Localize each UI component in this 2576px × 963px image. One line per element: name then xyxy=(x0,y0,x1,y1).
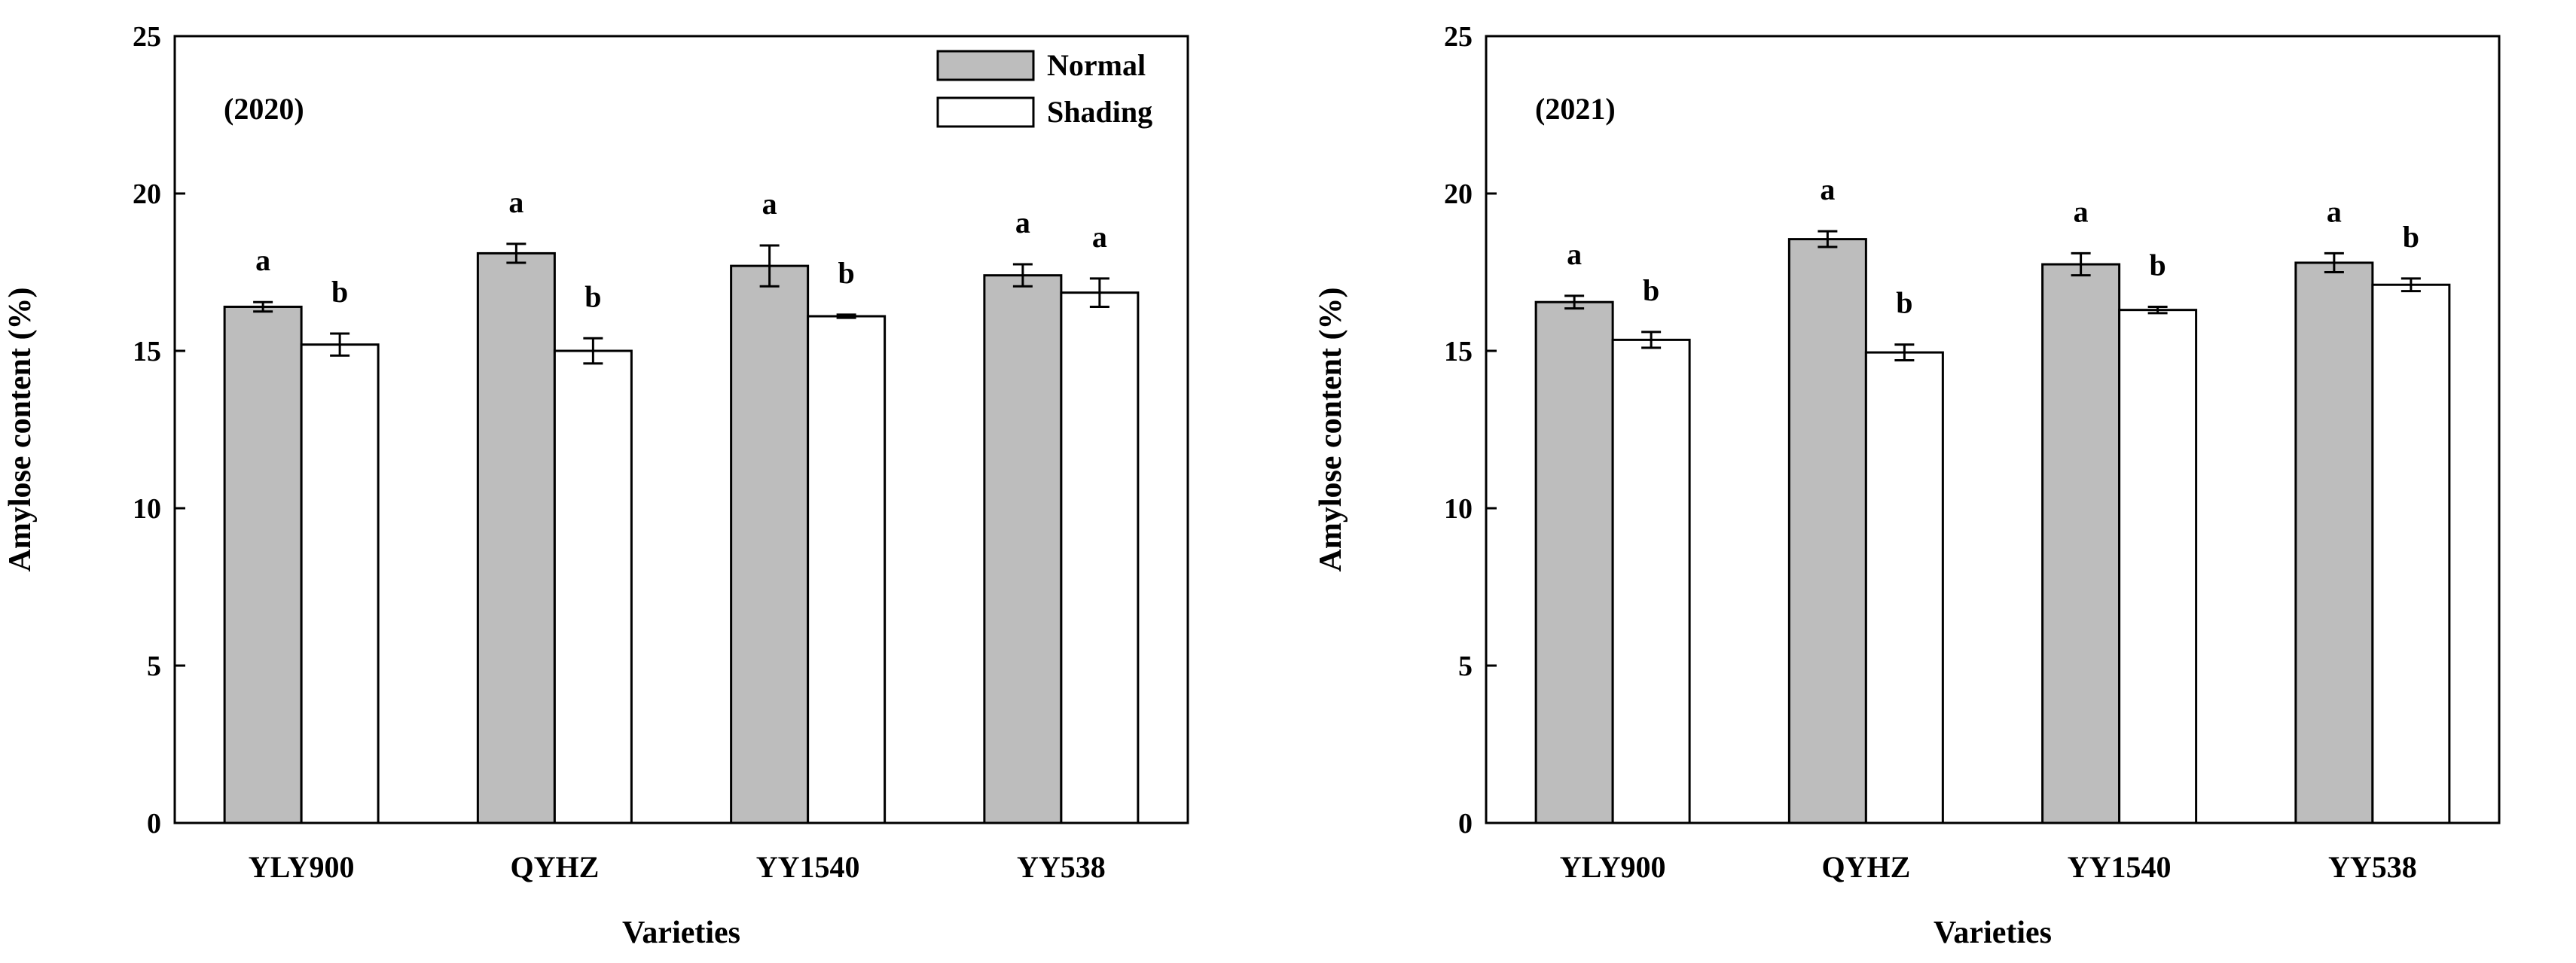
x-tick-label: QYHZ xyxy=(510,850,599,884)
legend-swatch-shading xyxy=(936,96,1035,128)
significance-letter: b xyxy=(2150,248,2166,282)
x-tick-label: QYHZ xyxy=(1821,850,1910,884)
x-tick-label: YY1540 xyxy=(2068,850,2172,884)
y-tick-label: 15 xyxy=(1444,336,1473,367)
plot-frame xyxy=(1485,35,2501,824)
bar-shading xyxy=(1864,351,1944,824)
y-tick-label: 0 xyxy=(1458,808,1473,840)
x-axis-title: Varieties xyxy=(622,916,740,950)
panel-2020: 0 5 10 15 20 25 YLY900 a b QYHZ a b YY1540 a b YY538 a a (… xyxy=(3,21,1189,950)
bar-normal xyxy=(730,264,810,824)
y-tick-label: 25 xyxy=(1444,21,1473,53)
significance-letter: a xyxy=(1567,237,1582,271)
y-tick-label: 5 xyxy=(147,651,161,682)
bar-shading xyxy=(2118,309,2198,824)
significance-letter: a xyxy=(1820,172,1835,206)
x-tick-label: YY1540 xyxy=(756,850,860,884)
legend-label-normal: Normal xyxy=(1047,48,1146,82)
bar-shading xyxy=(1611,338,1691,824)
y-axis-title: Amylose content (%) xyxy=(3,288,38,572)
bar-normal xyxy=(476,251,556,824)
bar-normal xyxy=(983,274,1063,824)
significance-letter: a xyxy=(2327,194,2342,228)
y-axis-title: Amylose content (%) xyxy=(1314,288,1348,572)
significance-letter: a xyxy=(2074,194,2089,228)
significance-letter: a xyxy=(1015,206,1030,239)
bar-shading xyxy=(1060,291,1140,824)
bar-normal xyxy=(2041,263,2121,824)
y-tick-label: 20 xyxy=(1444,178,1473,210)
y-tick-label: 25 xyxy=(133,21,161,53)
x-tick-label: YLY900 xyxy=(1560,850,1666,884)
bar-normal xyxy=(223,305,303,824)
plot-frame xyxy=(173,35,1189,824)
bar-normal xyxy=(1534,300,1614,824)
y-tick-label: 5 xyxy=(1458,651,1473,682)
bar-shading xyxy=(2371,283,2451,824)
significance-letter: b xyxy=(584,279,601,313)
significance-letter: a xyxy=(1092,220,1107,254)
significance-letter: b xyxy=(838,256,855,290)
panel-label: (2020) xyxy=(224,92,304,126)
x-axis-title: Varieties xyxy=(1934,916,2052,950)
bar-normal xyxy=(1787,238,1867,824)
legend-swatch-normal xyxy=(936,50,1035,81)
x-tick-label: YY538 xyxy=(2328,850,2417,884)
significance-letter: b xyxy=(1896,286,1912,320)
significance-letter: b xyxy=(1643,273,1659,307)
y-tick-label: 20 xyxy=(133,178,161,210)
panel-label: (2021) xyxy=(1535,92,1616,126)
x-tick-label: YLY900 xyxy=(249,850,355,884)
significance-letter: b xyxy=(331,275,348,309)
bar-shading xyxy=(553,349,633,824)
significance-letter: a xyxy=(762,187,777,221)
y-tick-label: 10 xyxy=(1444,493,1473,525)
bar-shading xyxy=(807,315,887,824)
bar-shading xyxy=(300,343,380,824)
panel-2021: 0 5 10 15 20 25 YLY900 a b QYHZ a b YY1540 a b YY538 a b (… xyxy=(1314,21,2501,950)
bar-normal xyxy=(2294,261,2374,824)
significance-letter: b xyxy=(2403,220,2419,254)
significance-letter: a xyxy=(508,185,523,219)
y-tick-label: 10 xyxy=(133,493,161,525)
significance-letter: a xyxy=(255,243,270,277)
legend-label-shading: Shading xyxy=(1047,95,1152,129)
x-tick-label: YY538 xyxy=(1017,850,1106,884)
y-tick-label: 15 xyxy=(133,336,161,367)
y-tick-label: 0 xyxy=(147,808,161,840)
